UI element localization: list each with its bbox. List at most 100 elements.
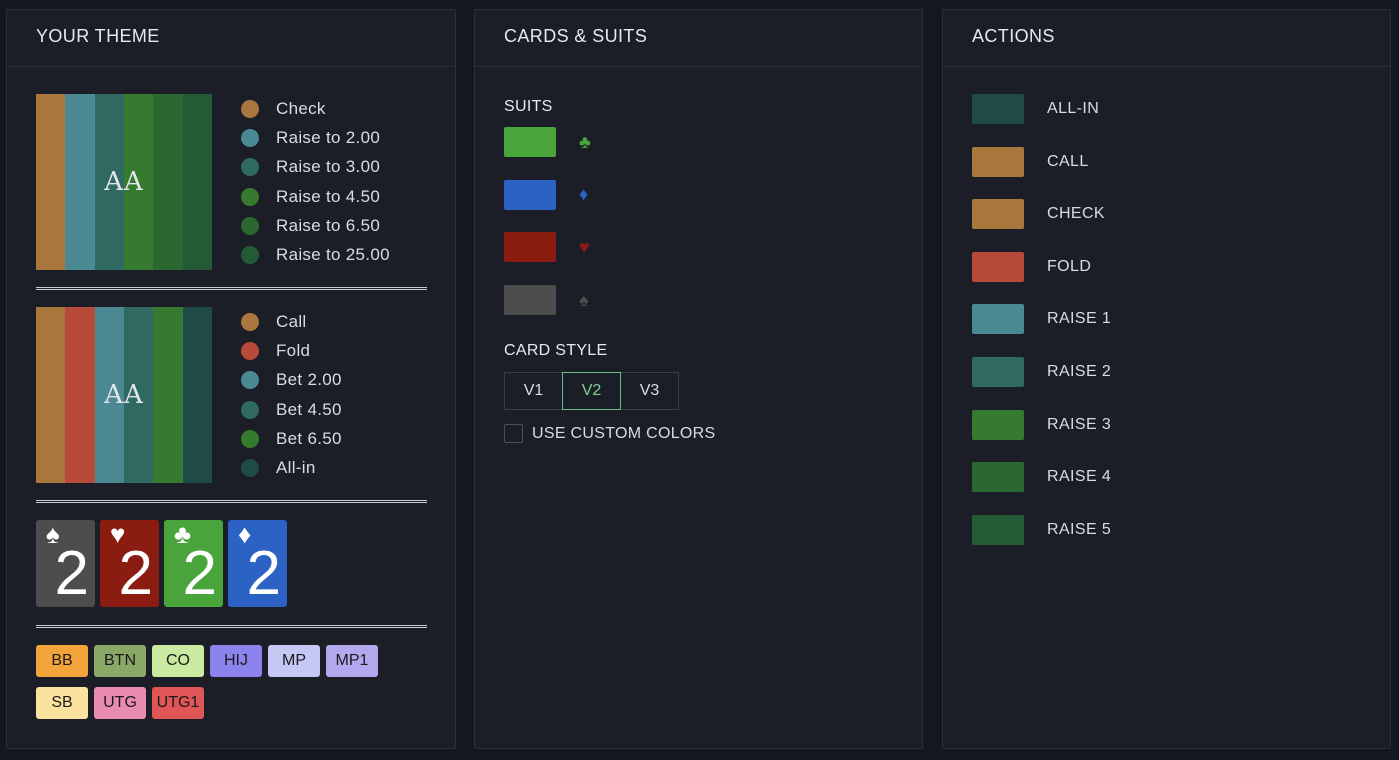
card-rank: 2 bbox=[54, 539, 89, 608]
strip-color-column bbox=[65, 307, 95, 483]
legend-color-dot bbox=[241, 99, 259, 118]
legend-color-dot bbox=[241, 128, 259, 147]
legend-color-dot bbox=[241, 341, 259, 360]
action-color-swatch[interactable] bbox=[972, 94, 1024, 124]
theme-panel-title: YOUR THEME bbox=[7, 10, 455, 67]
heart-icon: ♥ bbox=[579, 236, 590, 257]
action-color-swatch[interactable] bbox=[972, 462, 1024, 493]
strip-color-column bbox=[153, 307, 183, 483]
diamond-icon: ♦ bbox=[579, 184, 589, 205]
spade-icon: ♠ bbox=[579, 289, 589, 310]
card-preview: ♠ 2 ♥ 2 ♣ 2 ♦ 2 bbox=[36, 519, 287, 608]
suit-color-swatch[interactable] bbox=[504, 285, 556, 316]
custom-colors-checkbox-row[interactable]: USE CUSTOM COLORS bbox=[504, 424, 716, 443]
position-badge-mp: MP bbox=[268, 645, 320, 677]
hand-label: AA bbox=[104, 380, 144, 410]
legend-item: Bet 4.50 bbox=[241, 395, 342, 424]
position-badges: BB BTN CO HIJ MP MP1 SB UTG UTG1 bbox=[36, 645, 396, 719]
action-color-swatch[interactable] bbox=[972, 409, 1024, 440]
action-row: RAISE 1 bbox=[972, 304, 1112, 335]
theme-preview-strip-1: AA bbox=[36, 94, 212, 270]
hand-label: AA bbox=[104, 167, 144, 197]
position-badge-btn: BTN bbox=[94, 645, 146, 677]
legend-label: All-in bbox=[276, 458, 316, 478]
legend-label: Bet 6.50 bbox=[276, 428, 342, 448]
action-color-swatch[interactable] bbox=[972, 251, 1024, 282]
card-style-selector: V1 V2 V3 bbox=[504, 372, 679, 410]
position-badge-sb: SB bbox=[36, 687, 88, 719]
strip-color-column bbox=[182, 94, 212, 270]
suit-color-swatch[interactable] bbox=[504, 127, 556, 157]
legend-color-dot bbox=[241, 158, 259, 177]
action-row: ALL-IN bbox=[972, 94, 1099, 124]
strip-color-column bbox=[36, 307, 66, 483]
action-color-swatch[interactable] bbox=[972, 304, 1024, 335]
custom-colors-checkbox[interactable] bbox=[504, 424, 523, 443]
legend-item: All-in bbox=[241, 453, 342, 482]
strip-color-column bbox=[153, 94, 183, 270]
card-style-label: CARD STYLE bbox=[504, 342, 608, 359]
legend-label: Check bbox=[276, 98, 326, 118]
action-label: RAISE 2 bbox=[1047, 363, 1112, 380]
divider bbox=[36, 500, 427, 503]
action-color-swatch[interactable] bbox=[972, 357, 1024, 387]
strip-color-column bbox=[94, 94, 124, 270]
action-row: FOLD bbox=[972, 251, 1091, 282]
action-label: CALL bbox=[1047, 152, 1089, 170]
action-label: RAISE 3 bbox=[1047, 415, 1112, 433]
playing-card: ♠ 2 bbox=[36, 520, 95, 608]
legend-color-dot bbox=[241, 371, 259, 390]
legend-color-dot bbox=[241, 312, 259, 331]
action-row: CHECK bbox=[972, 199, 1106, 230]
action-label: RAISE 5 bbox=[1047, 520, 1112, 538]
legend-item: Raise to 4.50 bbox=[241, 182, 390, 211]
card-rank: 2 bbox=[246, 539, 281, 608]
action-row: CALL bbox=[972, 146, 1089, 177]
legend-label: Bet 4.50 bbox=[276, 399, 342, 419]
heart-icon: ♥ bbox=[110, 519, 126, 549]
card-style-option-v3[interactable]: V3 bbox=[620, 372, 679, 410]
position-badge-utg: UTG bbox=[94, 687, 146, 719]
divider bbox=[36, 625, 427, 628]
legend-color-dot bbox=[241, 429, 259, 448]
suit-color-swatch[interactable] bbox=[504, 179, 556, 210]
legend-label: Bet 2.00 bbox=[276, 370, 342, 390]
card-style-option-v2[interactable]: V2 bbox=[562, 372, 621, 410]
strip-color-column bbox=[36, 94, 66, 270]
club-icon: ♣ bbox=[174, 519, 192, 549]
suit-row: ♠ bbox=[504, 285, 589, 316]
position-badge-mp1: MP1 bbox=[326, 645, 378, 677]
suits-label: SUITS bbox=[504, 98, 553, 115]
theme-panel: YOUR THEME AA Check Raise to 2.00 Raise to… bbox=[6, 9, 456, 749]
legend-item: Raise to 25.00 bbox=[241, 240, 390, 269]
legend-label: Raise to 6.50 bbox=[276, 215, 381, 235]
action-row: RAISE 4 bbox=[972, 462, 1112, 493]
playing-card: ♦ 2 bbox=[228, 519, 287, 608]
legend-label: Raise to 3.00 bbox=[276, 157, 381, 177]
action-color-swatch[interactable] bbox=[972, 199, 1024, 230]
position-badge-hij: HIJ bbox=[210, 645, 262, 677]
suit-row: ♦ bbox=[504, 179, 589, 210]
action-label: RAISE 4 bbox=[1047, 468, 1112, 486]
legend-label: Fold bbox=[276, 340, 311, 360]
action-row: RAISE 3 bbox=[972, 409, 1112, 440]
card-rank: 2 bbox=[182, 539, 217, 608]
position-badge-utg1: UTG1 bbox=[152, 687, 204, 719]
legend-item: Call bbox=[241, 307, 342, 336]
action-color-swatch[interactable] bbox=[972, 514, 1024, 545]
divider bbox=[36, 287, 427, 290]
legend-item: Raise to 2.00 bbox=[241, 123, 390, 152]
suit-color-swatch[interactable] bbox=[504, 232, 556, 263]
legend-color-dot bbox=[241, 246, 259, 265]
legend-item: Fold bbox=[241, 336, 342, 365]
diamond-icon: ♦ bbox=[238, 519, 252, 549]
legend-label: Raise to 2.00 bbox=[276, 127, 381, 147]
legend-item: Check bbox=[241, 94, 390, 123]
legend-item: Raise to 6.50 bbox=[241, 211, 390, 240]
legend-label: Call bbox=[276, 311, 307, 331]
card-style-option-v1[interactable]: V1 bbox=[504, 372, 563, 410]
actions-panel: ACTIONS ALL-IN CALL CHECK FOLD RAISE 1 RAISE … bbox=[942, 9, 1391, 749]
action-label: CHECK bbox=[1047, 205, 1106, 223]
action-label: RAISE 1 bbox=[1047, 310, 1112, 328]
action-color-swatch[interactable] bbox=[972, 146, 1024, 177]
